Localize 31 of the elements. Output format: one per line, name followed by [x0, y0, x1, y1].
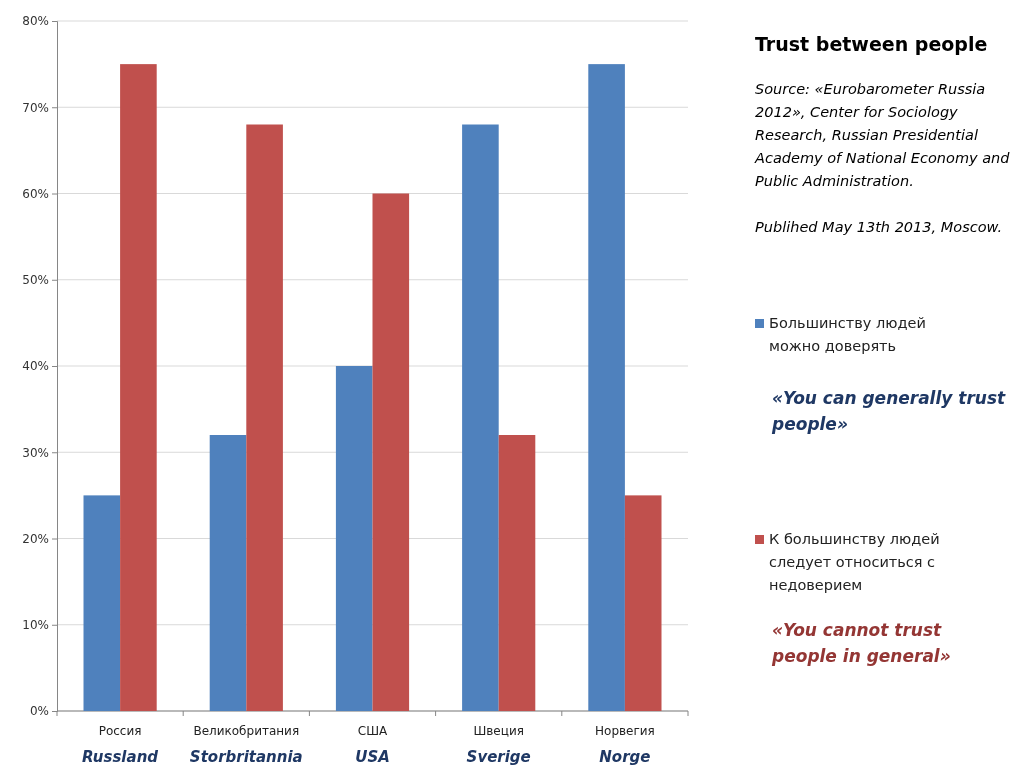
bar	[246, 124, 283, 711]
y-tick-label: 80%	[22, 14, 49, 29]
text: Trust between people	[755, 33, 988, 55]
bar	[498, 435, 536, 711]
text: Publihed May 13th 2013, Moscow.	[755, 219, 1003, 235]
bar	[624, 495, 662, 711]
legend-label: Большинству людей можно доверять	[769, 315, 926, 354]
bar	[83, 495, 121, 711]
bar	[462, 124, 499, 711]
source-note: Source: «Eurobarometer Russia 2012», Center for Sociology Research, Russian Presidential Academy of National Economy and Public Administration.	[754, 81, 1011, 189]
x-tick-label: Швеция Sverige	[466, 724, 531, 766]
bar	[372, 193, 410, 711]
y-tick-label: 0%	[29, 704, 49, 719]
text: «You cannot trust people in general»	[771, 620, 951, 666]
legend-label: К большинству людей следует относиться с недоверием	[769, 531, 940, 593]
y-tick-label: 70%	[22, 100, 49, 115]
y-tick-label: 20%	[22, 531, 49, 546]
bar	[120, 64, 157, 711]
y-tick-label: 60%	[22, 186, 49, 201]
y-tick-label: 50%	[22, 273, 49, 288]
bar	[588, 64, 625, 711]
bar	[335, 366, 373, 711]
text: «You can generally trust people»	[771, 388, 1007, 434]
y-tick-label: 30%	[22, 445, 49, 460]
bar	[209, 435, 247, 711]
x-tick-label: Россия Russland	[82, 724, 159, 766]
x-tick-label: Великобритания Storbritannia	[189, 724, 303, 766]
y-tick-label: 40%	[22, 359, 49, 374]
y-tick-label: 10%	[22, 618, 49, 633]
x-tick-label: США USA	[355, 724, 390, 766]
x-tick-label: Норвегия Norge	[595, 724, 655, 766]
